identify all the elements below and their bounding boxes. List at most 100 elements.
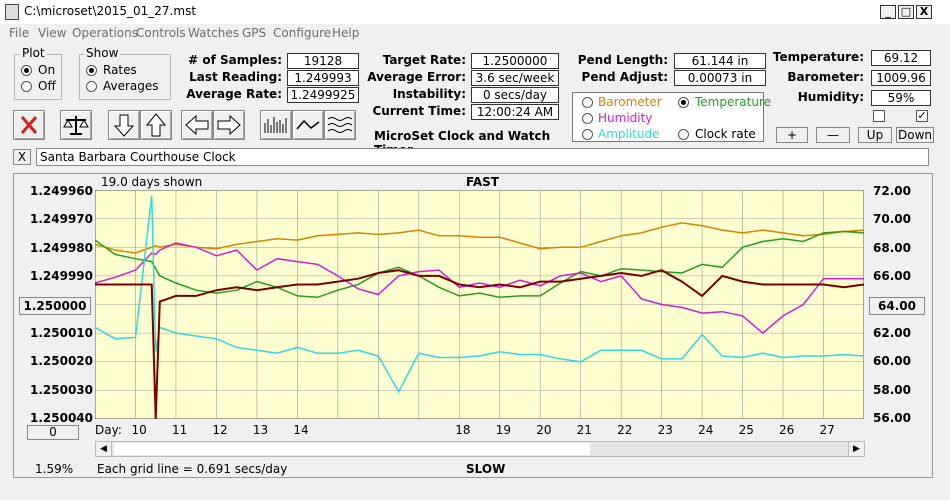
x-tick-label: 22 bbox=[617, 423, 633, 437]
minimize-button[interactable]: _ bbox=[880, 5, 896, 19]
y-right-tick: 62.00 bbox=[873, 326, 911, 340]
menu-controls[interactable]: Controls bbox=[136, 26, 186, 40]
barometer-radio[interactable] bbox=[582, 97, 593, 108]
menu-view[interactable]: View bbox=[38, 26, 67, 40]
average-error-field: 3.6 sec/week bbox=[471, 70, 559, 86]
chart-plot-area[interactable] bbox=[95, 190, 864, 419]
menu-file[interactable]: File bbox=[9, 26, 30, 40]
y-left-tick: 1.249960 bbox=[30, 184, 94, 198]
arrow-left-button[interactable] bbox=[181, 110, 213, 140]
target-rate-field[interactable]: 1.2500000 bbox=[471, 53, 559, 69]
plot-off-radio[interactable] bbox=[21, 81, 32, 92]
temperature-option-label: Temperature bbox=[695, 95, 772, 109]
maximize-button[interactable]: □ bbox=[898, 5, 914, 19]
x-tick-label: 10 bbox=[131, 423, 147, 437]
offset-value-button[interactable]: 0 bbox=[27, 425, 79, 440]
barometer-field: 1009.96 bbox=[871, 70, 931, 86]
x-tick-label: 27 bbox=[819, 423, 835, 437]
amplitude-option-label: Amplitude bbox=[598, 127, 660, 141]
balance-scale-icon bbox=[63, 116, 89, 135]
temperature-radio[interactable] bbox=[678, 97, 689, 108]
plot-off-label: Off bbox=[38, 79, 56, 93]
menu-configure[interactable]: Configure bbox=[273, 26, 332, 40]
percent-label: 1.59% bbox=[35, 462, 74, 476]
scale-minus-button[interactable]: — bbox=[816, 127, 850, 143]
average-rate-field: 1.2499925 bbox=[287, 87, 359, 103]
humidity-radio[interactable] bbox=[582, 113, 593, 124]
plot-group-label: Plot bbox=[20, 46, 47, 60]
app-icon bbox=[5, 4, 19, 20]
y-left-tick: 1.249980 bbox=[30, 241, 94, 255]
arrow-up-button[interactable] bbox=[140, 110, 172, 140]
arrow-down-button[interactable] bbox=[108, 110, 140, 140]
show-rates-radio[interactable] bbox=[86, 65, 97, 76]
description-field[interactable]: Santa Barbara Courthouse Clock bbox=[36, 148, 929, 166]
line-view-button[interactable] bbox=[292, 110, 324, 140]
stop-button[interactable] bbox=[13, 110, 45, 140]
x-tick-label: 18 bbox=[455, 423, 471, 437]
clock-rate-radio[interactable] bbox=[678, 129, 689, 140]
x-tick-label: 13 bbox=[252, 423, 269, 437]
clock-rate-option-label: Clock rate bbox=[695, 127, 756, 141]
slow-label: SLOW bbox=[466, 462, 506, 476]
x-tick-label: 20 bbox=[536, 423, 552, 437]
x-tick-label: 24 bbox=[698, 423, 714, 437]
y-right-tick: 70.00 bbox=[873, 212, 911, 226]
scale-up-button[interactable]: Up bbox=[858, 127, 892, 143]
arrow-left-icon bbox=[185, 114, 209, 136]
average-rate-label: Average Rate: bbox=[186, 87, 282, 101]
bar-view-button[interactable] bbox=[260, 110, 292, 140]
wave-view-button[interactable] bbox=[324, 110, 356, 140]
menu-operations[interactable]: Operations bbox=[72, 26, 138, 40]
sensor-options-box bbox=[572, 92, 764, 142]
scroll-track[interactable] bbox=[114, 443, 590, 455]
y-left-tick: 1.249990 bbox=[30, 269, 94, 283]
x-tick-label: 25 bbox=[738, 423, 754, 437]
y-right-tick: 68.00 bbox=[873, 241, 911, 255]
menu-watches[interactable]: Watches bbox=[188, 26, 239, 40]
scroll-right-arrow-icon[interactable]: ▶ bbox=[848, 442, 864, 456]
x-tick-label: 23 bbox=[657, 423, 673, 437]
plot-on-radio[interactable] bbox=[21, 65, 32, 76]
scroll-left-arrow-icon[interactable]: ◀ bbox=[96, 442, 112, 456]
plot-group bbox=[14, 54, 62, 100]
pend-length-label: Pend Length: bbox=[577, 53, 668, 67]
menu-gps[interactable]: GPS bbox=[242, 26, 267, 40]
y-right-tick: 60.00 bbox=[873, 354, 911, 368]
balance-button[interactable] bbox=[60, 110, 92, 140]
arrow-right-icon bbox=[217, 114, 241, 136]
series-line-humidity bbox=[95, 242, 864, 335]
scale-down-button[interactable]: Down bbox=[896, 127, 934, 143]
horizontal-scrollbar[interactable]: ◀ ▶ bbox=[95, 441, 865, 457]
average-error-label: Average Error: bbox=[367, 70, 466, 84]
center-value-button[interactable]: 1.250000 bbox=[19, 297, 91, 315]
y-right-tick: 66.00 bbox=[873, 269, 911, 283]
x-tick-label: 19 bbox=[495, 423, 512, 437]
y-right-tick: 56.00 bbox=[873, 411, 911, 425]
pend-length-field[interactable]: 61.144 in bbox=[674, 53, 766, 69]
description-close-button[interactable]: X bbox=[13, 149, 31, 165]
menu-help[interactable]: Help bbox=[332, 26, 360, 40]
current-time-field: 12:00:24 AM bbox=[471, 104, 559, 120]
y-right-tick: 58.00 bbox=[873, 383, 911, 397]
humidity-label: Humidity: bbox=[797, 90, 864, 104]
option-checkbox-right[interactable]: ✓ bbox=[916, 109, 928, 122]
arrow-up-icon bbox=[145, 113, 167, 137]
days-shown-label: 19.0 days shown bbox=[101, 175, 203, 189]
current-time-label: Current Time: bbox=[372, 104, 466, 118]
arrow-right-button[interactable] bbox=[213, 110, 245, 140]
y-left-tick: 1.250040 bbox=[30, 411, 94, 425]
series-line-temperature bbox=[95, 230, 864, 299]
scale-plus-button[interactable]: + bbox=[776, 127, 808, 143]
waves-icon bbox=[327, 117, 353, 133]
x-tick-label: 26 bbox=[779, 423, 795, 437]
close-button[interactable]: X bbox=[916, 5, 932, 19]
option-checkbox-left[interactable] bbox=[873, 110, 885, 122]
right-center-value-button[interactable]: 64.00 bbox=[869, 297, 925, 315]
y-right-tick: 72.00 bbox=[873, 184, 911, 198]
y-left-tick: 1.250020 bbox=[30, 354, 94, 368]
amplitude-radio[interactable] bbox=[582, 129, 593, 140]
temperature-label: Temperature: bbox=[772, 50, 864, 64]
show-averages-radio[interactable] bbox=[86, 81, 97, 92]
instability-field: 0 secs/day bbox=[471, 87, 559, 103]
